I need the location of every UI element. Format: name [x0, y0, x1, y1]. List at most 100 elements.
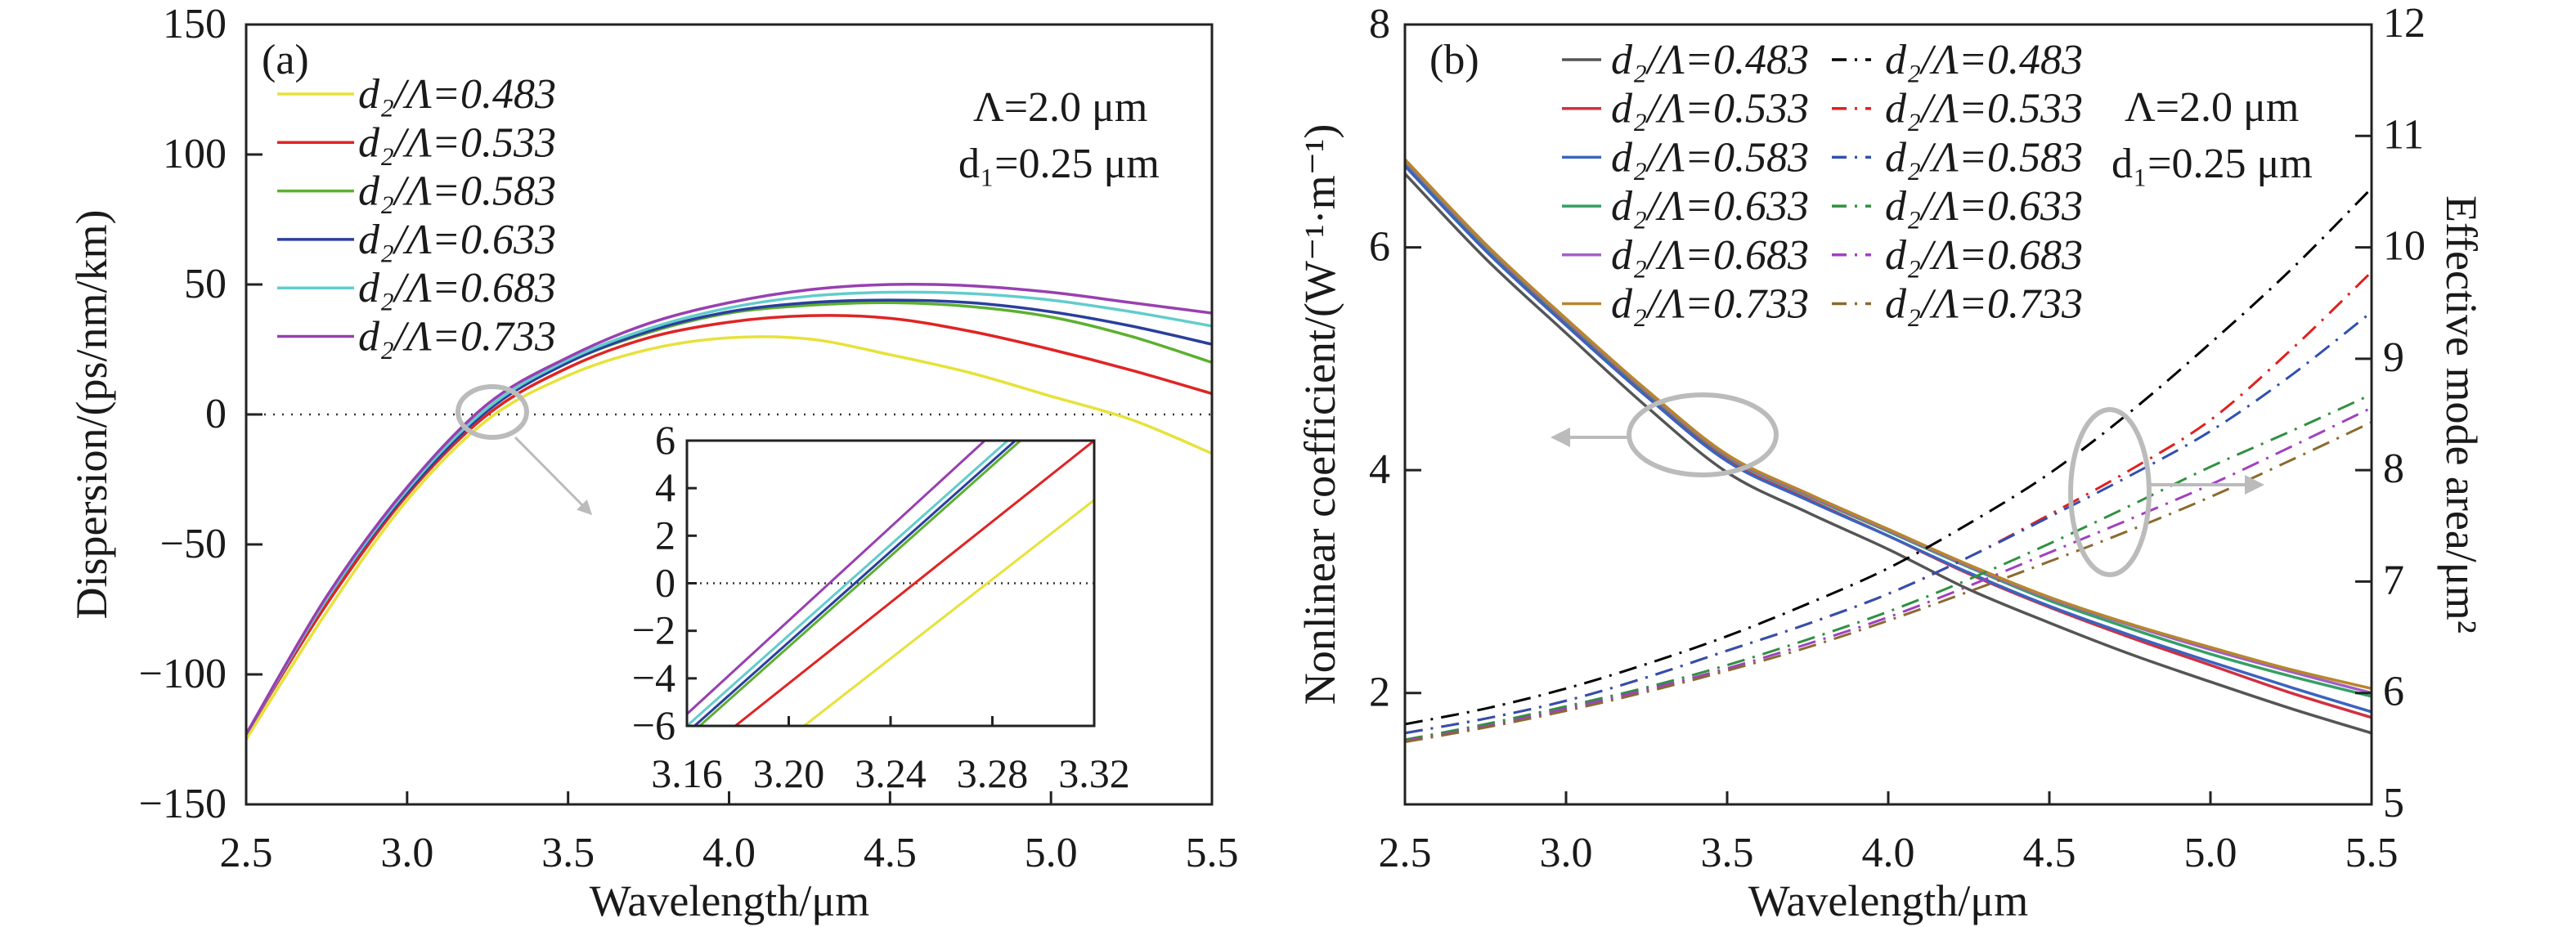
inset-y-tick-label: 0 — [655, 560, 675, 606]
d1-annotation: d₁=0.25 μm — [2112, 141, 2313, 187]
inset-y-tick-label: 4 — [655, 464, 675, 510]
inset-curve — [687, 441, 1009, 726]
y-tick-label: 0 — [205, 391, 227, 437]
inset-curve — [687, 441, 986, 715]
nonlinear-coefficient-curve — [1405, 158, 2372, 690]
effective-mode-area-curve — [1405, 187, 2372, 726]
inset-curve — [734, 441, 1094, 726]
effective-mode-area-curve — [1405, 271, 2372, 735]
dispersion-curve-0.533 — [246, 314, 1212, 736]
legend-label: d₂/Λ=0.683 — [1611, 232, 1809, 279]
inset-curve — [803, 499, 1094, 726]
legend-label: d₂/Λ=0.483 — [358, 71, 556, 118]
nonlinear-coefficient-curve — [1405, 164, 2372, 714]
zoom-region-ellipse — [456, 384, 529, 440]
panel-b-nonlinearity: 2.5 3.0 3.5 4.0 4.5 5.0 5.5 2 4 6 8 5 6 7 8 9 10 11 12 Wave… — [1295, 0, 2486, 925]
x-tick-label: 5.5 — [1186, 830, 1239, 876]
y-axis-label: Dispersion/(ps/nm/km) — [67, 210, 116, 620]
x-axis-label: Wavelength/μm — [590, 876, 870, 925]
y-tick-label: 50 — [184, 261, 227, 307]
dispersion-curve-0.683 — [246, 290, 1212, 736]
inset-x-tick-label: 3.20 — [753, 750, 825, 796]
period-annotation: Λ=2.0 μm — [2125, 84, 2299, 131]
y-left-tick-label: 2 — [1369, 670, 1390, 716]
effective-mode-area-curve — [1405, 393, 2372, 741]
legend-label: d₂/Λ=0.633 — [1611, 183, 1809, 230]
inset-y-tick-label: −2 — [632, 607, 675, 653]
x-tick-label: 2.5 — [1379, 830, 1432, 876]
y-right-tick-label: 10 — [2383, 223, 2426, 270]
y-right-tick-label: 5 — [2383, 780, 2404, 826]
right-axis-group-ellipse — [2068, 407, 2152, 577]
y-right-tick-label: 9 — [2383, 334, 2404, 381]
legend-label: d₂/Λ=0.733 — [1885, 281, 2083, 328]
legend-label: d₂/Λ=0.733 — [1611, 281, 1809, 328]
y-right-tick-label: 11 — [2383, 111, 2424, 158]
inset-curve — [693, 441, 1016, 726]
x-tick-label: 3.0 — [1540, 830, 1593, 876]
inset-curve — [698, 441, 1021, 726]
effective-mode-area-curve — [1405, 311, 2372, 735]
inset-x-tick-label: 3.16 — [651, 750, 723, 796]
dispersion-curve-0.733 — [246, 282, 1212, 736]
x-tick-label: 5.5 — [2345, 830, 2399, 876]
y-tick-label: −50 — [160, 521, 227, 567]
inset-x-tick-label: 3.24 — [855, 750, 927, 796]
x-tick-label: 5.0 — [2184, 830, 2237, 876]
legend-label: d₂/Λ=0.633 — [1885, 183, 2083, 230]
legend-label: d₂/Λ=0.533 — [1611, 86, 1809, 132]
y-tick-label: −150 — [139, 781, 227, 827]
legend-label: d₂/Λ=0.483 — [1885, 37, 2083, 83]
legend-label: d₂/Λ=0.583 — [358, 168, 556, 215]
y-left-tick-label: 6 — [1369, 224, 1390, 271]
x-tick-label: 3.0 — [380, 830, 433, 876]
legend-label: d₂/Λ=0.633 — [358, 217, 556, 263]
nonlinear-coefficient-curve — [1405, 172, 2372, 735]
inset-y-tick-label: 2 — [655, 512, 675, 558]
x-tick-label: 2.5 — [220, 830, 273, 876]
x-tick-label: 4.0 — [702, 830, 756, 876]
legend-label: d₂/Λ=0.733 — [358, 314, 556, 360]
panel-a-dispersion: 2.5 3.0 3.5 4.0 4.5 5.0 5.5 −150 −100 −50 0 50 100 15… — [67, 1, 1239, 925]
y-left-axis-label: Nonlinear coefficient/(W⁻¹·m⁻¹) — [1295, 124, 1344, 705]
left-axis-group-ellipse — [1627, 392, 1779, 477]
inset-x-tick-label: 3.28 — [957, 750, 1029, 796]
inset-y-tick-label: −4 — [632, 655, 675, 701]
effective-mode-area-curve — [1405, 421, 2372, 744]
legend-label: d₂/Λ=0.533 — [1885, 86, 2083, 132]
y-right-axis-label: Effective mode area/μm² — [2437, 195, 2486, 634]
panel-label: (b) — [1429, 37, 1479, 83]
zoom-arrow-icon — [514, 436, 593, 516]
legend-label: d₂/Λ=0.583 — [1611, 134, 1809, 181]
y-right-tick-label: 7 — [2383, 557, 2404, 603]
inset-x-tick-label: 3.32 — [1058, 750, 1130, 796]
y-left-tick-label: 4 — [1369, 446, 1390, 493]
y-left-tick-label: 8 — [1369, 1, 1390, 47]
legend-label: d₂/Λ=0.683 — [1885, 232, 2083, 279]
x-tick-label: 4.0 — [1862, 830, 1915, 876]
panel-label: (a) — [262, 37, 309, 83]
y-tick-label: 150 — [163, 1, 227, 47]
dispersion-curve-0.483 — [246, 335, 1212, 741]
legend-label: d₂/Λ=0.583 — [1885, 134, 2083, 181]
x-tick-label: 4.5 — [864, 830, 917, 876]
d1-annotation: d₁=0.25 μm — [958, 141, 1160, 187]
y-right-tick-label: 12 — [2383, 0, 2426, 47]
y-right-tick-label: 8 — [2383, 446, 2404, 492]
inset-y-tick-label: −6 — [632, 702, 675, 748]
legend-label: d₂/Λ=0.683 — [358, 265, 556, 311]
x-axis-label: Wavelength/μm — [1748, 876, 2029, 925]
y-tick-label: −100 — [139, 651, 227, 697]
legend-label: d₂/Λ=0.483 — [1611, 37, 1809, 83]
y-right-tick-label: 6 — [2383, 669, 2404, 715]
x-tick-label: 3.5 — [541, 830, 595, 876]
effective-mode-area-curve — [1405, 406, 2372, 742]
period-annotation: Λ=2.0 μm — [973, 84, 1147, 131]
inset-y-tick-label: 6 — [655, 417, 675, 463]
x-tick-label: 4.5 — [2023, 830, 2076, 876]
legend-label: d₂/Λ=0.533 — [358, 119, 556, 166]
inset-curves — [687, 441, 1094, 726]
y-tick-label: 100 — [163, 131, 227, 177]
